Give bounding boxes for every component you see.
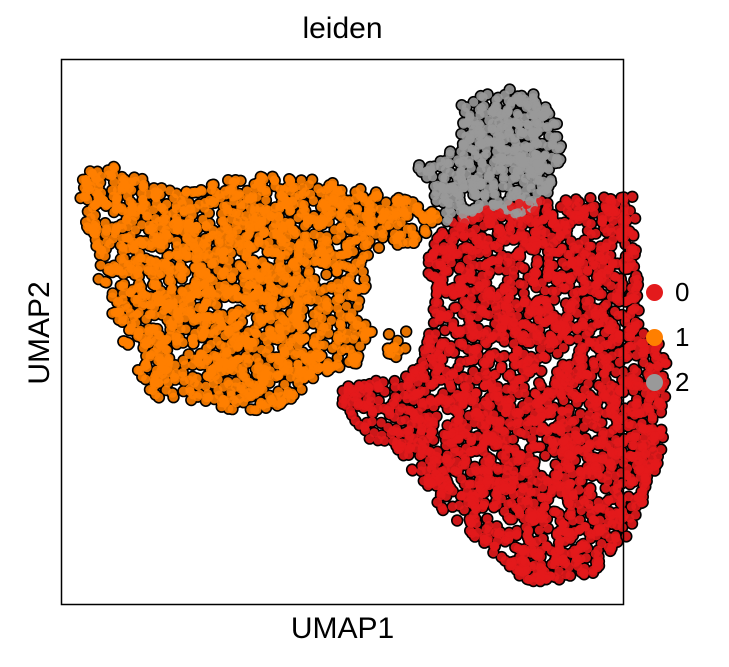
data-point-cluster-0 [597, 539, 607, 549]
points-fill-layer [76, 85, 671, 586]
data-point-cluster-0 [520, 429, 531, 439]
x-axis-label: UMAP1 [290, 612, 395, 645]
chart-title: leiden [302, 12, 383, 45]
data-point-cluster-1 [359, 274, 370, 284]
data-point-cluster-0 [376, 418, 386, 428]
